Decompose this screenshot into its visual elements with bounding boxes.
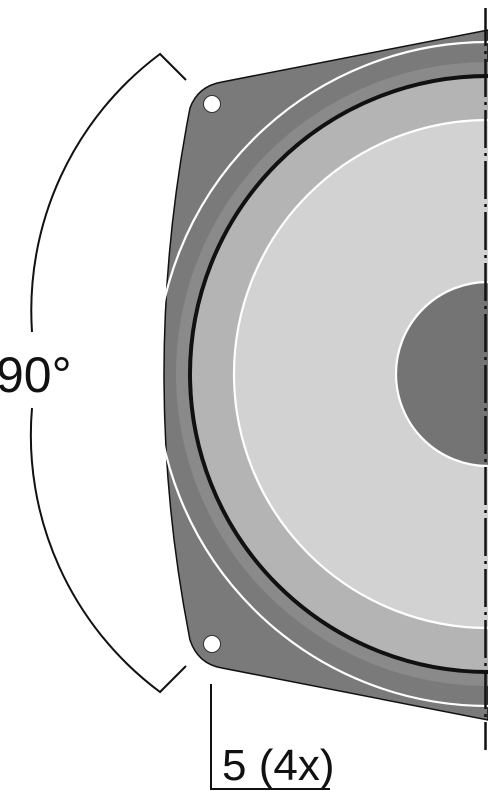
angle-label: 90° (0, 347, 72, 403)
dust-cap (396, 282, 488, 466)
cone-edge-outline (188, 74, 489, 674)
dust-cap-ring (394, 280, 489, 468)
hole-label: 5 (4x) (222, 741, 334, 790)
mounting-hole-bottom (203, 635, 221, 653)
angle-dimension-arc-lower (29, 407, 187, 694)
gasket-ring (154, 40, 489, 708)
angle-dimension-arc-upper (30, 52, 187, 333)
hole-leader-line (210, 684, 330, 790)
centerline-margin (488, 0, 493, 791)
mounting-hole-top (203, 95, 221, 113)
inner-cone (234, 120, 488, 628)
inner-cone-ring (232, 118, 489, 630)
